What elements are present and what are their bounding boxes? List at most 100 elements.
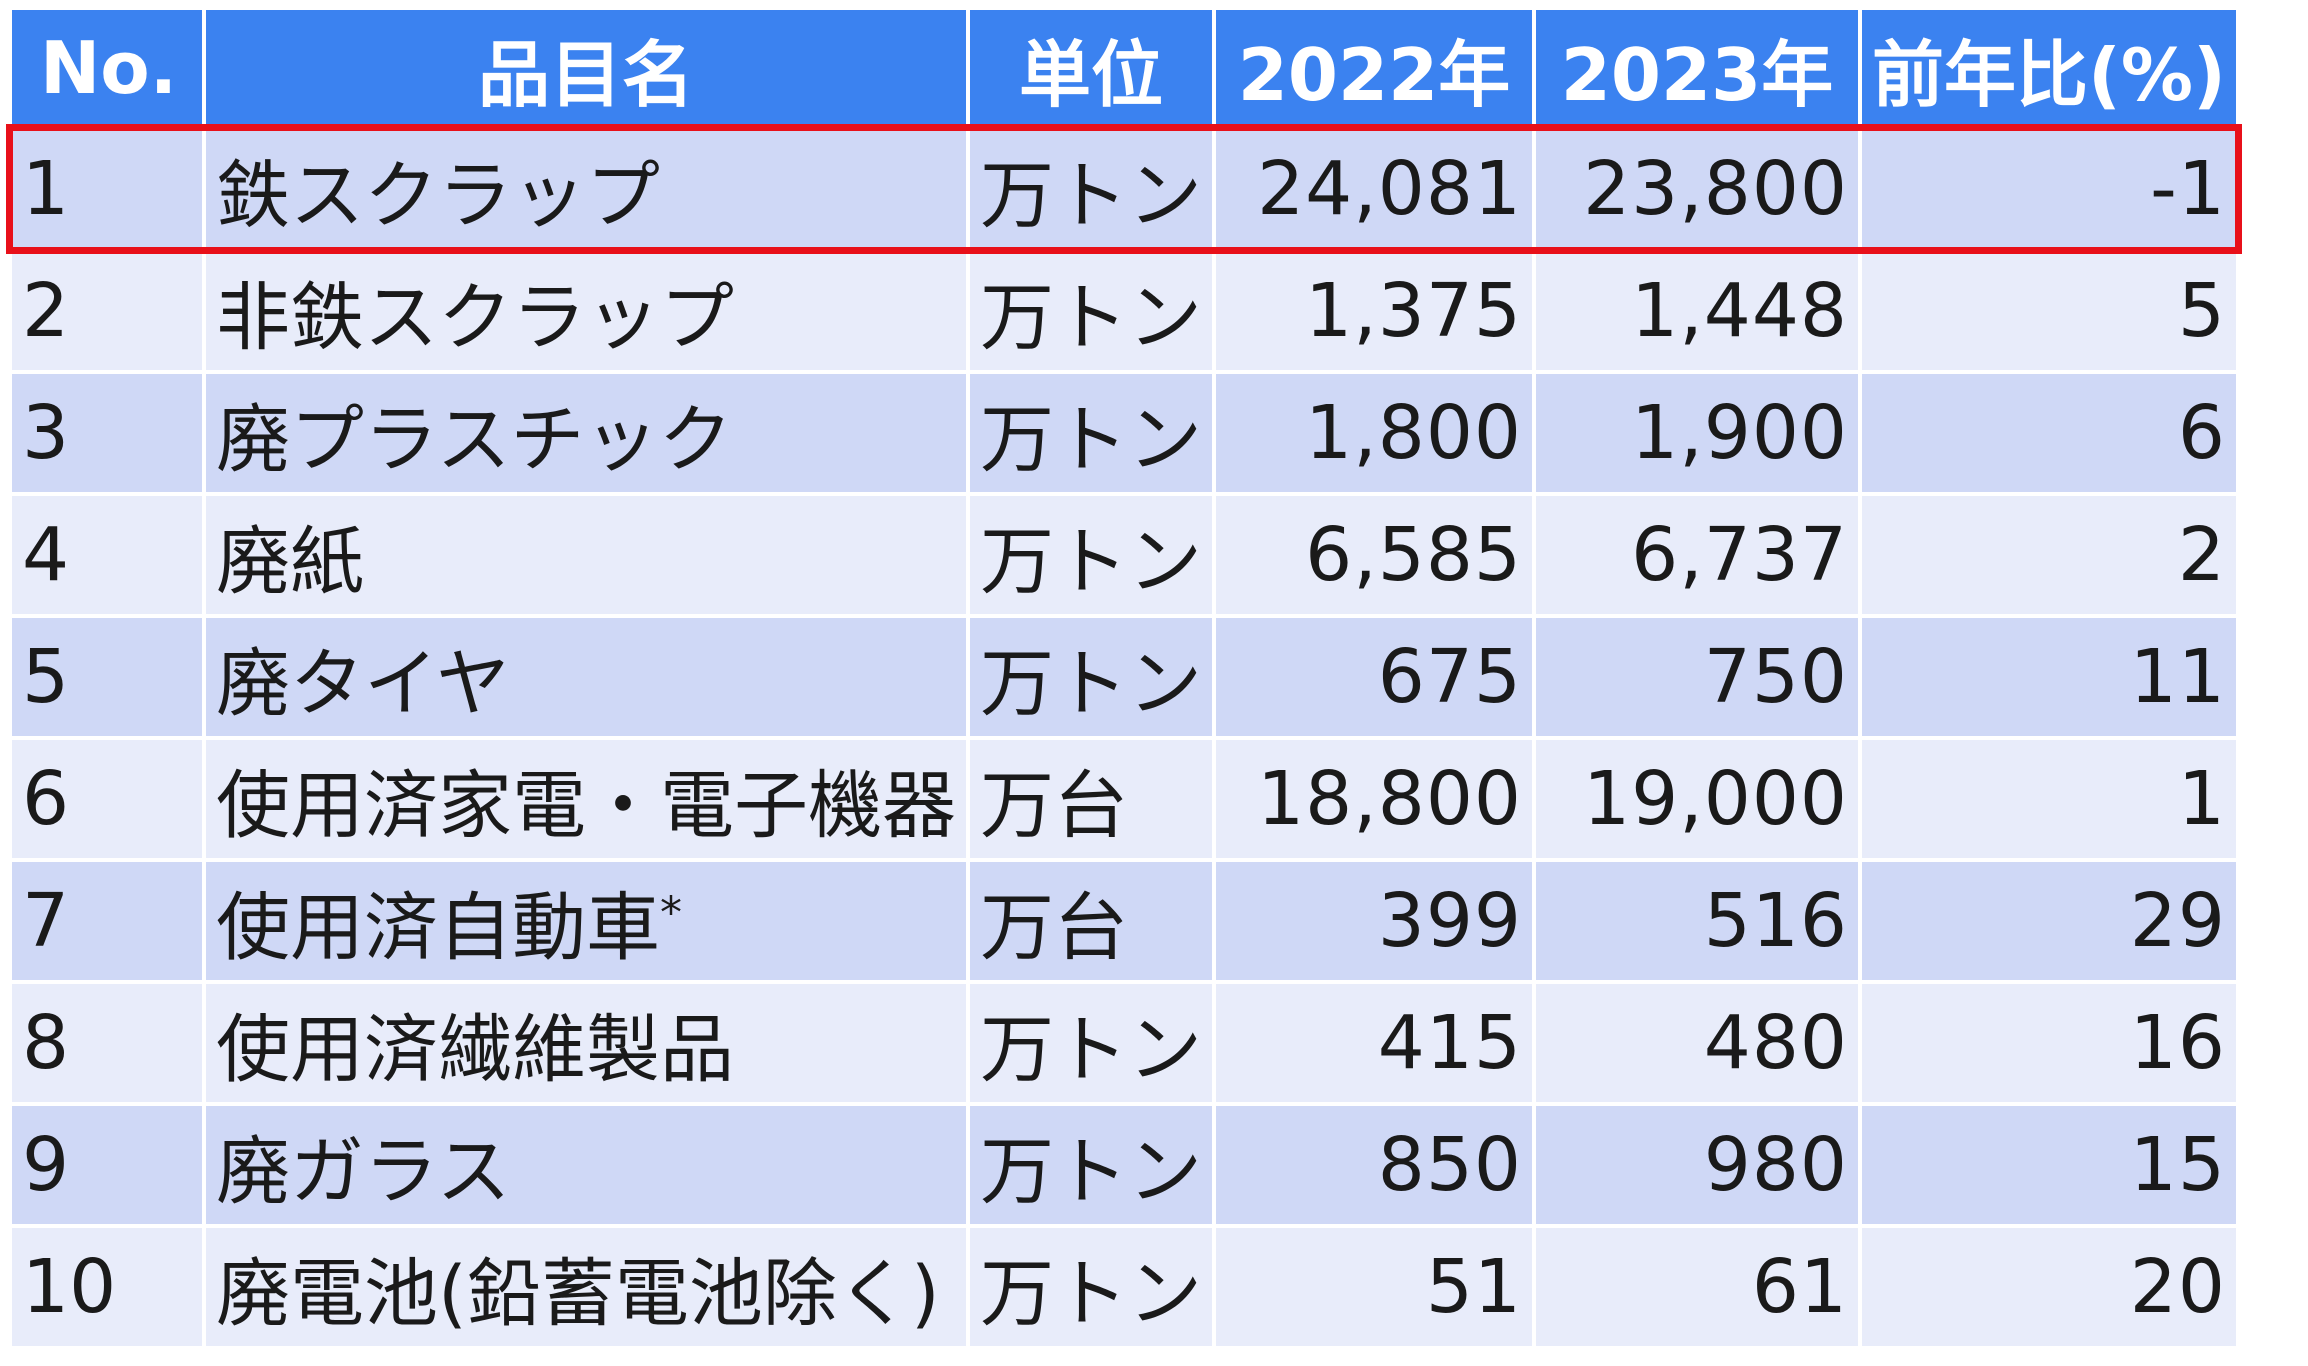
cell-unit-text: 万トン: [980, 1250, 1202, 1337]
cell-yoy-pct: 29: [1862, 862, 2236, 980]
cell-2022: 18,800: [1216, 740, 1532, 858]
cell-2023: 61: [1536, 1228, 1858, 1346]
cell-unit: 万トン: [970, 374, 1212, 492]
table-row: 2 非鉄スクラップ 万トン 1,375 1,448 5: [12, 252, 2236, 370]
cell-no: 1: [12, 130, 202, 248]
cell-yoy-pct-text: 2: [2177, 512, 2226, 598]
cell-2022-text: 6,585: [1305, 512, 1522, 598]
cell-item-name-text: 鉄スクラップ: [216, 152, 660, 239]
cell-yoy-pct-text: 1: [2177, 756, 2226, 842]
cell-2022: 51: [1216, 1228, 1532, 1346]
cell-2023: 19,000: [1536, 740, 1858, 858]
cell-item-name: 廃ガラス: [206, 1106, 966, 1224]
cell-2023: 480: [1536, 984, 1858, 1102]
table-row: 7 使用済自動車* 万台 399 516 29: [12, 862, 2236, 980]
cell-no-text: 2: [22, 268, 70, 354]
cell-item-name: 非鉄スクラップ: [206, 252, 966, 370]
cell-no-text: 3: [22, 390, 70, 476]
cell-item-name-text: 非鉄スクラップ: [216, 274, 734, 361]
cell-no-text: 8: [22, 1000, 70, 1086]
cell-2022-text: 675: [1377, 634, 1522, 720]
cell-yoy-pct-text: 29: [2129, 878, 2226, 964]
cell-item-name: 使用済自動車*: [206, 862, 966, 980]
cell-2022: 399: [1216, 862, 1532, 980]
cell-2023-text: 1,900: [1631, 390, 1848, 476]
cell-2023: 6,737: [1536, 496, 1858, 614]
cell-2022: 415: [1216, 984, 1532, 1102]
cell-2023: 23,800: [1536, 130, 1858, 248]
cell-2022-text: 1,375: [1305, 268, 1522, 354]
cell-no-text: 1: [22, 146, 70, 232]
cell-no: 9: [12, 1106, 202, 1224]
cell-yoy-pct: 15: [1862, 1106, 2236, 1224]
cell-2022-text: 415: [1377, 1000, 1522, 1086]
cell-no: 6: [12, 740, 202, 858]
header-2022: 2022年: [1216, 10, 1532, 126]
table-row: 5 廃タイヤ 万トン 675 750 11: [12, 618, 2236, 736]
cell-2023: 1,448: [1536, 252, 1858, 370]
table-row: 4 廃紙 万トン 6,585 6,737 2: [12, 496, 2236, 614]
data-table: No. 品目名 単位 2022年 2023年 前年比(%) 1 鉄スクラップ 万トン…: [8, 6, 2240, 1350]
cell-2023-text: 23,800: [1583, 146, 1848, 232]
cell-item-name-text: 廃紙: [216, 518, 364, 605]
cell-item-name-text: 廃タイヤ: [216, 640, 510, 727]
cell-no: 5: [12, 618, 202, 736]
cell-unit-text: 万台: [980, 762, 1128, 849]
cell-yoy-pct-text: 6: [2177, 390, 2226, 476]
cell-no: 2: [12, 252, 202, 370]
cell-item-name: 使用済繊維製品: [206, 984, 966, 1102]
cell-yoy-pct: 16: [1862, 984, 2236, 1102]
cell-yoy-pct: 6: [1862, 374, 2236, 492]
cell-yoy-pct: 20: [1862, 1228, 2236, 1346]
table-row: 3 廃プラスチック 万トン 1,800 1,900 6: [12, 374, 2236, 492]
cell-2022-text: 1,800: [1305, 390, 1522, 476]
cell-2022-text: 399: [1377, 878, 1522, 964]
header-item-name: 品目名: [206, 10, 966, 126]
cell-2023: 516: [1536, 862, 1858, 980]
cell-item-name-text: 使用済自動車: [216, 884, 660, 971]
cell-no-text: 6: [22, 756, 70, 842]
cell-no: 3: [12, 374, 202, 492]
cell-yoy-pct: 2: [1862, 496, 2236, 614]
cell-2023-text: 980: [1703, 1122, 1848, 1208]
cell-unit: 万トン: [970, 496, 1212, 614]
cell-2023-text: 19,000: [1583, 756, 1848, 842]
cell-no-text: 5: [22, 634, 70, 720]
header-no: No.: [12, 10, 202, 126]
cell-2023-text: 480: [1703, 1000, 1848, 1086]
cell-item-name: 廃電池(鉛蓄電池除く): [206, 1228, 966, 1346]
cell-2022: 6,585: [1216, 496, 1532, 614]
cell-no: 10: [12, 1228, 202, 1346]
cell-yoy-pct-text: 5: [2177, 268, 2226, 354]
cell-unit-text: 万トン: [980, 396, 1202, 483]
cell-2022: 675: [1216, 618, 1532, 736]
footnote-mark: *: [660, 886, 682, 938]
cell-2023-text: 516: [1703, 878, 1848, 964]
cell-2023-text: 61: [1751, 1244, 1848, 1330]
cell-unit: 万トン: [970, 130, 1212, 248]
cell-unit-text: 万トン: [980, 1006, 1202, 1093]
cell-item-name-text: 使用済繊維製品: [216, 1006, 734, 1093]
cell-no-text: 9: [22, 1122, 70, 1208]
cell-unit: 万トン: [970, 618, 1212, 736]
cell-2023: 750: [1536, 618, 1858, 736]
header-row: No. 品目名 単位 2022年 2023年 前年比(%): [12, 10, 2236, 126]
cell-yoy-pct-text: 11: [2129, 634, 2226, 720]
cell-unit-text: 万トン: [980, 1128, 1202, 1215]
cell-yoy-pct-text: -1: [2150, 146, 2226, 232]
cell-unit: 万台: [970, 740, 1212, 858]
header-yoy-pct: 前年比(%): [1862, 10, 2236, 126]
cell-no-text: 10: [22, 1244, 117, 1330]
cell-item-name-text: 廃ガラス: [216, 1128, 511, 1215]
cell-yoy-pct: -1: [1862, 130, 2236, 248]
table-row: 6 使用済家電・電子機器 万台 18,800 19,000 1: [12, 740, 2236, 858]
cell-item-name-text: 廃電池(鉛蓄電池除く): [216, 1250, 940, 1337]
cell-item-name: 廃プラスチック: [206, 374, 966, 492]
cell-yoy-pct-text: 16: [2129, 1000, 2226, 1086]
cell-unit-text: 万台: [980, 884, 1128, 971]
cell-2023: 1,900: [1536, 374, 1858, 492]
cell-unit: 万トン: [970, 1228, 1212, 1346]
cell-2022: 1,800: [1216, 374, 1532, 492]
header-unit: 単位: [970, 10, 1212, 126]
